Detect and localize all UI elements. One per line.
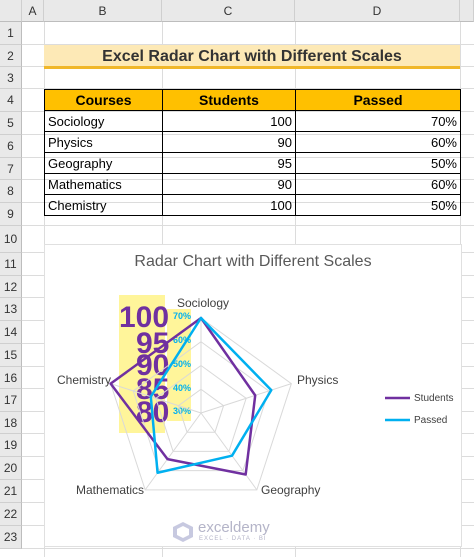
column-header-e[interactable] [460, 0, 474, 22]
cell-course[interactable]: Chemistry [44, 194, 163, 216]
cell-course[interactable]: Sociology [44, 110, 163, 132]
gridline [22, 44, 474, 45]
header-courses: Courses [44, 89, 163, 111]
row-header-17[interactable]: 17 [0, 389, 22, 412]
passed-scale-label: 30% [173, 406, 192, 416]
radar-chart[interactable]: Radar Chart with Different Scales 100 95… [44, 244, 462, 547]
radar-gridline [155, 364, 247, 452]
cell-students[interactable]: 100 [162, 194, 296, 216]
students-scale-label: 85 [136, 373, 170, 406]
cell-passed[interactable]: 60% [295, 173, 461, 195]
row-header-22[interactable]: 22 [0, 503, 22, 526]
column-header-b[interactable]: B [44, 0, 162, 22]
cell-passed[interactable]: 70% [295, 110, 461, 132]
select-all-corner[interactable] [0, 0, 22, 22]
category-label-geography: Geography [261, 483, 321, 497]
cell-course[interactable]: Physics [44, 131, 163, 153]
radar-plot-area [109, 316, 410, 491]
radar-axis-spoke [200, 383, 292, 414]
column-header-d[interactable]: D [295, 0, 460, 22]
radar-gridline [132, 341, 270, 472]
gridline [22, 88, 474, 89]
logo-name: exceldemy [198, 519, 270, 536]
students-scale-highlight [119, 295, 165, 433]
cell-students[interactable]: 100 [162, 110, 296, 132]
row-header-7[interactable]: 7 [0, 158, 22, 180]
row-header-2[interactable]: 2 [0, 45, 22, 67]
radar-gridline [177, 388, 225, 433]
row-header-12[interactable]: 12 [0, 276, 22, 298]
row-header-6[interactable]: 6 [0, 135, 22, 158]
header-students: Students [162, 89, 296, 111]
exceldemy-logo: exceldemy EXCEL · DATA · BI [172, 518, 322, 546]
radar-axis-spoke [110, 383, 202, 414]
legend-label-passed: Passed [414, 415, 448, 426]
cell-passed[interactable]: 50% [295, 152, 461, 174]
cell-passed[interactable]: 50% [295, 194, 461, 216]
row-header-18[interactable]: 18 [0, 412, 22, 434]
cell-students[interactable]: 90 [162, 131, 296, 153]
row-header-9[interactable]: 9 [0, 203, 22, 226]
gridline [22, 225, 474, 226]
table-row: Geography 95 50% [44, 152, 461, 174]
exceldemy-logo-icon [173, 522, 193, 542]
row-header-23[interactable]: 23 [0, 526, 22, 549]
table-row: Sociology 100 70% [44, 110, 461, 132]
cell-students[interactable]: 90 [162, 173, 296, 195]
row-header-10[interactable]: 10 [0, 226, 22, 253]
table-row: Physics 90 60% [44, 131, 461, 153]
courses-table: Courses Students Passed Sociology 100 70… [44, 89, 461, 216]
table-row: Mathematics 90 60% [44, 173, 461, 195]
column-header-c[interactable]: C [162, 0, 295, 22]
cell-course[interactable]: Mathematics [44, 173, 163, 195]
cell-students[interactable]: 95 [162, 152, 296, 174]
row-header-20[interactable]: 20 [0, 457, 22, 480]
logo-tagline: EXCEL · DATA · BI [199, 536, 267, 542]
row-header-11[interactable]: 11 [0, 253, 22, 276]
row-header-8[interactable]: 8 [0, 180, 22, 203]
row-header-13[interactable]: 13 [0, 298, 22, 321]
row-header-5[interactable]: 5 [0, 112, 22, 135]
row-header-19[interactable]: 19 [0, 434, 22, 457]
sheet-title: Excel Radar Chart with Different Scales [44, 45, 460, 69]
header-passed: Passed [295, 89, 461, 111]
row-header-16[interactable]: 16 [0, 367, 22, 389]
category-label-sociology: Sociology [177, 296, 230, 310]
chart-title: Radar Chart with Different Scales [134, 253, 372, 270]
category-label-physics: Physics [297, 373, 339, 387]
radar-axis-spoke [200, 412, 258, 491]
category-label-mathematics: Mathematics [76, 483, 145, 497]
row-header-4[interactable]: 4 [0, 89, 22, 112]
row-header-21[interactable]: 21 [0, 480, 22, 503]
passed-scale-label: 50% [173, 359, 192, 369]
row-header-15[interactable]: 15 [0, 344, 22, 367]
row-header-1[interactable]: 1 [0, 22, 22, 45]
table-row: Chemistry 100 50% [44, 194, 461, 216]
students-scale-label: 100 [119, 301, 170, 334]
gridline [22, 548, 474, 549]
cell-passed[interactable]: 60% [295, 131, 461, 153]
radar-axis-spoke [144, 412, 202, 491]
row-header-3[interactable]: 3 [0, 67, 22, 89]
passed-scale-label: 40% [173, 383, 192, 393]
series-line-passed [149, 316, 273, 475]
cell-course[interactable]: Geography [44, 152, 163, 174]
legend-label-students: Students [414, 393, 454, 404]
row-header-14[interactable]: 14 [0, 321, 22, 344]
series-line-students [109, 316, 257, 476]
category-label-chemistry: Chemistry [57, 373, 112, 387]
passed-scale-label: 70% [173, 311, 192, 321]
column-header-a[interactable]: A [22, 0, 44, 22]
passed-scale-label: 60% [173, 335, 192, 345]
